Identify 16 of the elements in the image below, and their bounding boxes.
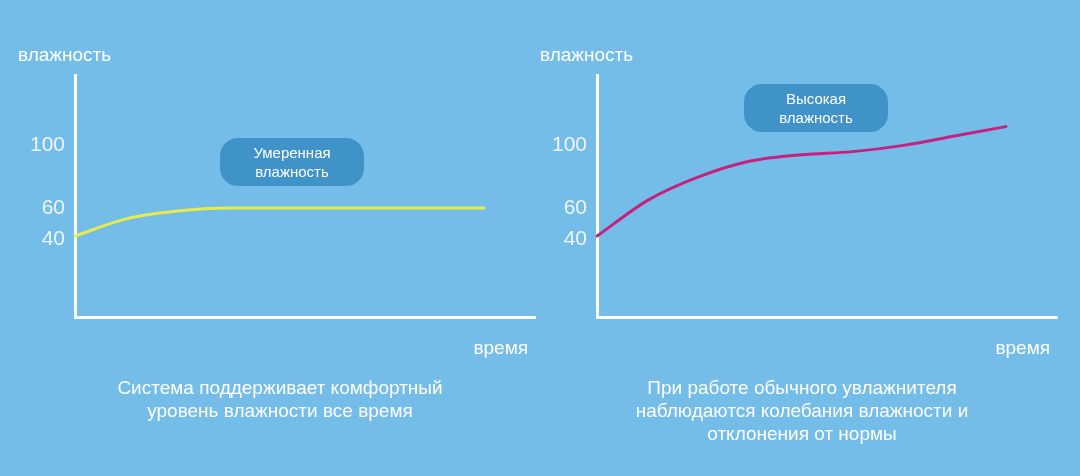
text: Система поддерживает комфортный уровень влажности все время (116, 376, 444, 422)
y-axis-title: влажность (540, 44, 634, 66)
y-tick-label: 60 (41, 194, 65, 218)
y-tick-label: 40 (563, 226, 587, 249)
line-series (595, 125, 1008, 238)
y-axis-title: влажность (18, 44, 112, 66)
callout-box: Высокая влажность (744, 84, 888, 132)
x-axis-title: время (995, 337, 1050, 359)
text: При работе обычного увлажнителя наблюдаются колебания влажности и отклонения от нормы (634, 376, 970, 445)
callout-box: Умеренная влажность (220, 138, 364, 186)
x-axis-title: время (473, 337, 528, 359)
y-tick-label: 100 (551, 132, 587, 156)
y-tick-label: 40 (41, 226, 65, 249)
line-series (73, 206, 486, 238)
y-tick-label: 100 (29, 132, 65, 156)
y-tick-label: 60 (563, 194, 587, 218)
